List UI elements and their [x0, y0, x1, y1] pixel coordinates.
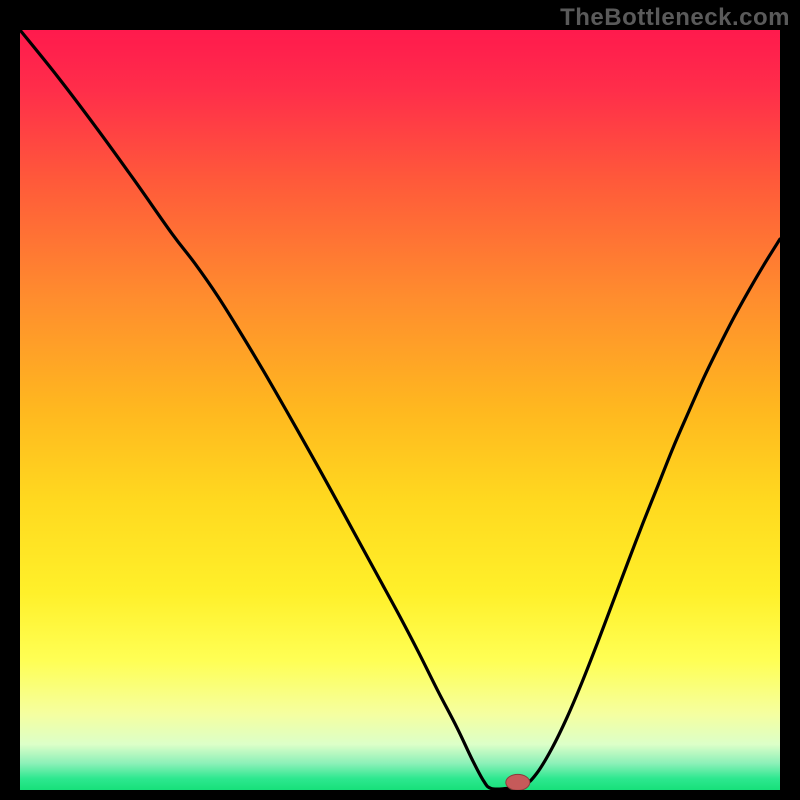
chart-plot-area: [20, 30, 780, 790]
chart-background: [20, 30, 780, 790]
optimal-point-marker: [506, 774, 530, 790]
chart-svg: [20, 30, 780, 790]
chart-frame: TheBottleneck.com: [0, 0, 800, 800]
watermark-text: TheBottleneck.com: [560, 4, 790, 32]
